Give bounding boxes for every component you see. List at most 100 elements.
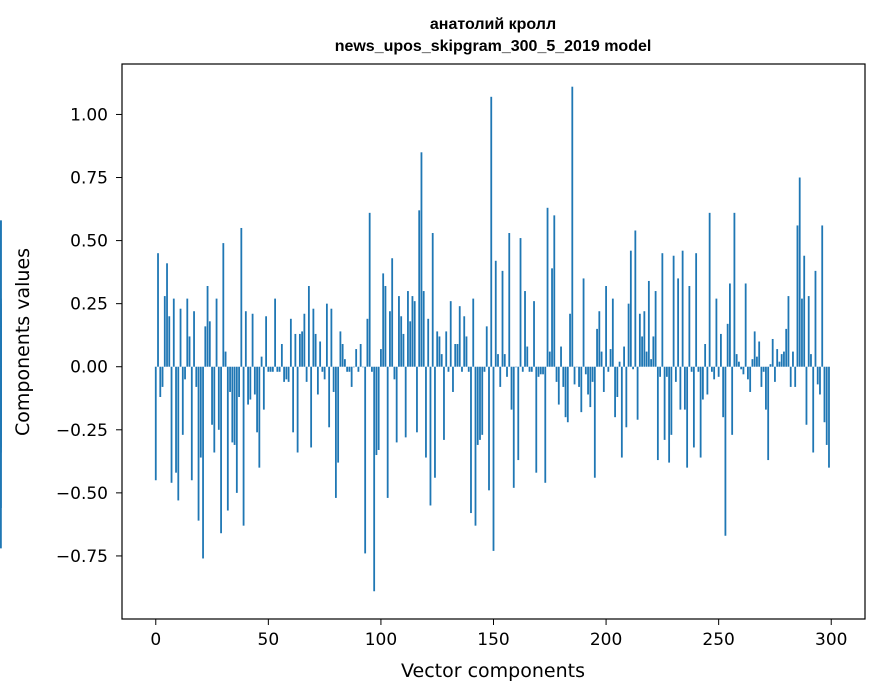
bar [181,366,184,435]
y-tick-label: −0.75 [56,547,108,567]
bar [229,366,231,392]
bar [483,366,486,372]
bar [546,207,549,367]
bar [551,268,553,367]
bar [560,346,562,367]
bar [247,366,249,405]
bar [823,366,826,423]
bar [632,366,634,370]
bar [618,361,621,367]
bar [179,308,182,367]
bar [298,333,301,367]
bar [285,366,288,380]
bar [177,366,180,501]
bar [479,366,481,440]
bar [217,366,220,430]
bar [602,366,605,392]
bar [677,278,680,367]
bar [756,356,758,367]
bar [708,212,711,367]
bar [596,328,598,367]
bar [172,298,175,367]
bar [665,366,668,377]
y-tick-label: 0.00 [70,358,108,378]
bar [814,270,817,367]
bar [154,366,157,481]
bar [166,263,168,367]
bar [607,366,610,372]
bar [616,366,619,397]
bar [447,366,450,372]
bar [458,306,461,367]
bar [792,351,794,367]
bar [670,366,673,435]
bar [445,331,448,367]
bar [686,366,689,468]
bar [564,366,567,418]
bar [749,366,752,392]
bar [497,354,499,367]
bar [776,349,779,367]
bar [233,366,236,445]
bar [307,286,310,367]
bar [402,333,405,367]
bar [760,366,763,387]
bar [742,366,745,375]
bar [235,366,238,493]
bar [197,366,200,521]
bar [452,366,454,392]
bar [474,366,477,526]
bar [353,366,355,368]
bar [355,349,358,367]
bar [573,366,576,385]
bar [407,291,409,367]
bar [488,366,490,491]
bars-group [0,86,830,592]
bar [611,298,614,367]
bar [416,366,418,433]
bar [589,366,592,408]
bar [249,366,252,400]
bar [382,273,385,367]
chart-title: анатолий кролл [430,16,556,33]
bar [517,366,520,461]
bar [690,366,693,372]
bar [386,366,389,498]
bar [420,152,423,367]
bar [253,366,256,395]
y-tick-label: 0.25 [70,295,108,315]
bar [663,366,666,440]
x-tick-label: 200 [590,630,622,650]
bar [625,366,628,428]
bar [215,298,218,367]
bar [476,366,479,445]
bar [747,366,749,380]
bar [400,316,403,367]
bar [681,250,684,367]
bar [375,366,378,456]
bar [393,366,396,380]
bar [634,230,637,367]
bar [729,283,731,367]
bar [193,311,195,367]
bar [758,341,761,367]
bar [348,366,351,372]
bar [422,291,425,367]
bar [389,311,391,367]
bar [672,255,675,367]
bar [319,341,322,367]
bar [0,326,2,367]
bar [539,366,542,375]
bar [332,366,335,392]
x-tick-label: 50 [258,630,280,650]
bar [163,296,166,367]
bar [715,298,718,367]
bar [780,354,783,367]
bar [256,366,258,433]
bar [449,301,452,367]
bar [359,344,362,367]
bar [271,366,274,372]
bar [584,366,587,375]
bar [526,346,529,367]
bar [688,286,691,367]
